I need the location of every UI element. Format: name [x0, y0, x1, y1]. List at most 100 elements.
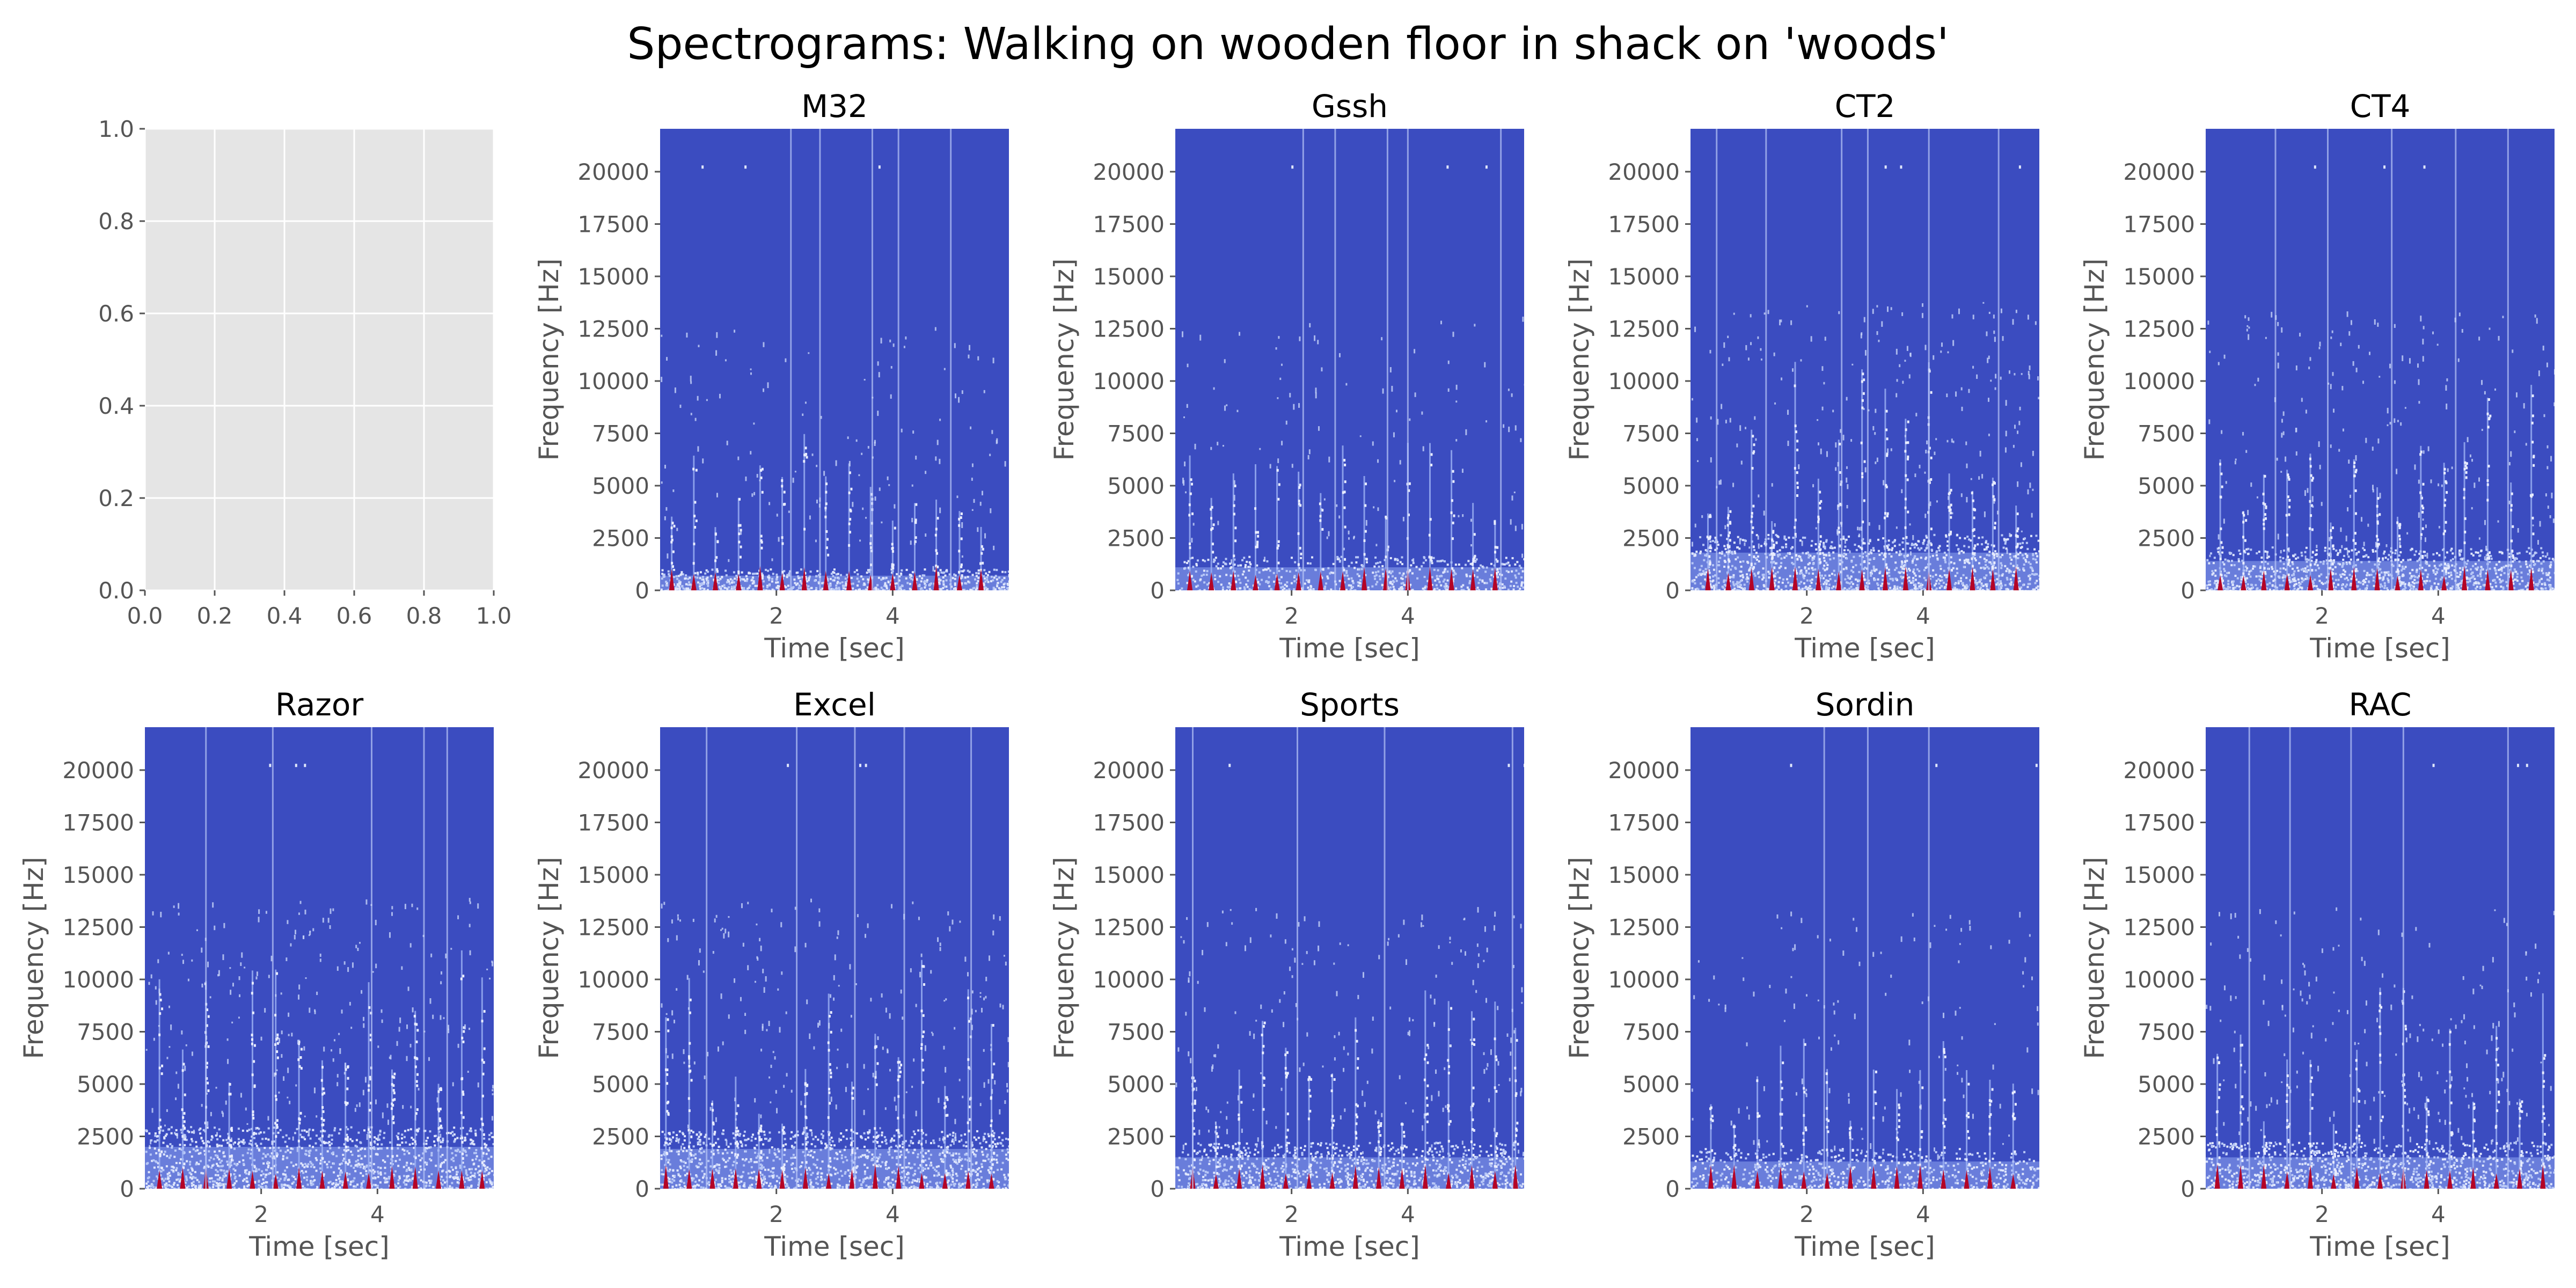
streak-speckle [1796, 558, 1799, 561]
streak-speckle [892, 564, 895, 567]
noise-speckle [1440, 560, 1443, 562]
hf-speckle [1763, 510, 1765, 516]
noise-speckle [1825, 581, 1828, 584]
hf-speckle [1747, 357, 1750, 361]
noise-speckle [1229, 589, 1232, 590]
noise-speckle [2553, 572, 2555, 574]
noise-speckle [1813, 557, 1816, 560]
noise-speckle [2293, 584, 2295, 587]
hf-speckle [1860, 526, 1862, 531]
noise-speckle [1467, 560, 1470, 562]
noise-speckle [2258, 551, 2260, 553]
hf-speckle [881, 521, 883, 524]
streak-speckle [1907, 420, 1909, 423]
streak-speckle [1727, 516, 1730, 519]
noise-speckle [2237, 558, 2240, 560]
noise-speckle [2380, 571, 2383, 574]
noise-speckle [2338, 590, 2340, 592]
noise-speckle [1309, 584, 1312, 587]
noise-speckle [1701, 585, 1704, 588]
streak-speckle [1861, 472, 1864, 475]
noise-speckle [2266, 557, 2268, 559]
noise-speckle [1767, 537, 1770, 540]
hf-speckle [1381, 337, 1383, 341]
noise-speckle [1993, 557, 1996, 559]
hf-speckle [989, 453, 991, 456]
noise-speckle [1197, 584, 1199, 587]
noise-speckle [1717, 581, 1720, 584]
streak-speckle [982, 583, 985, 586]
noise-speckle [2211, 589, 2213, 590]
noise-speckle [1300, 589, 1303, 590]
noise-speckle [715, 576, 718, 579]
hf-speckle [1846, 466, 1848, 469]
noise-speckle [836, 588, 838, 590]
noise-speckle [1738, 547, 1741, 550]
noise-speckle [1746, 576, 1748, 579]
noise-speckle [1958, 588, 1960, 590]
noise-speckle [1878, 589, 1880, 590]
noise-speckle [1309, 588, 1312, 590]
noise-speckle [1742, 560, 1745, 563]
noise-speckle [1203, 573, 1205, 576]
noise-speckle [910, 577, 913, 580]
noise-speckle [1452, 574, 1455, 576]
noise-speckle [2457, 575, 2460, 578]
streak-speckle [825, 546, 828, 550]
noise-speckle [1338, 580, 1341, 582]
y-tick-label: 5000 [1107, 473, 1165, 499]
footstep-impulse [1792, 566, 1798, 590]
noise-speckle [1293, 575, 1296, 577]
hf-speckle [1851, 363, 1854, 365]
noise-speckle [1915, 558, 1918, 561]
noise-speckle [773, 589, 775, 590]
noise-speckle [1323, 587, 1326, 590]
noise-speckle [2554, 553, 2555, 556]
noise-speckle [2399, 584, 2402, 587]
noise-speckle [2300, 568, 2303, 571]
noise-speckle [1965, 584, 1968, 587]
x-axis-label: Time [sec] [764, 633, 905, 664]
noise-speckle [2253, 565, 2256, 568]
noise-speckle [1993, 579, 1996, 582]
noise-speckle [2297, 557, 2300, 559]
streak-speckle [693, 543, 696, 546]
noise-speckle [2331, 568, 2334, 571]
noise-speckle [1895, 567, 1898, 569]
hf-speckle [1522, 317, 1524, 322]
noise-speckle [2445, 564, 2448, 567]
hf-speckle [1393, 432, 1395, 437]
y-tick-label: 15000 [1093, 264, 1165, 290]
hf-speckle [740, 531, 742, 535]
noise-speckle [2469, 580, 2471, 583]
noise-speckle [1801, 588, 1804, 590]
noise-speckle [1823, 560, 1826, 562]
streak-speckle [2015, 546, 2018, 549]
streak-speckle [1905, 441, 1907, 444]
hf-speckle [1323, 498, 1326, 501]
noise-speckle [1828, 583, 1831, 586]
hf-speckle [1935, 438, 1937, 441]
noise-speckle [1870, 573, 1872, 576]
streak-speckle [1234, 539, 1237, 543]
noise-speckle [1920, 557, 1922, 559]
noise-speckle [2519, 565, 2522, 568]
noise-speckle [1887, 544, 1890, 546]
hf-speckle [2021, 530, 2023, 532]
noise-speckle [730, 586, 733, 588]
noise-speckle [2472, 554, 2475, 557]
hf-speckle [2016, 551, 2018, 556]
noise-speckle [1217, 567, 1219, 569]
streak-speckle [2016, 535, 2018, 538]
hf-speckle [1883, 480, 1885, 486]
noise-speckle [2001, 554, 2004, 557]
noise-speckle [1953, 587, 1956, 589]
noise-speckle [1381, 565, 1384, 567]
noise-speckle [1501, 583, 1504, 586]
noise-speckle [1781, 546, 1783, 548]
noise-speckle [2343, 589, 2345, 590]
noise-speckle [1831, 587, 1833, 589]
hf-speckle [819, 497, 821, 502]
noise-speckle [984, 580, 987, 583]
noise-speckle [2295, 583, 2297, 586]
